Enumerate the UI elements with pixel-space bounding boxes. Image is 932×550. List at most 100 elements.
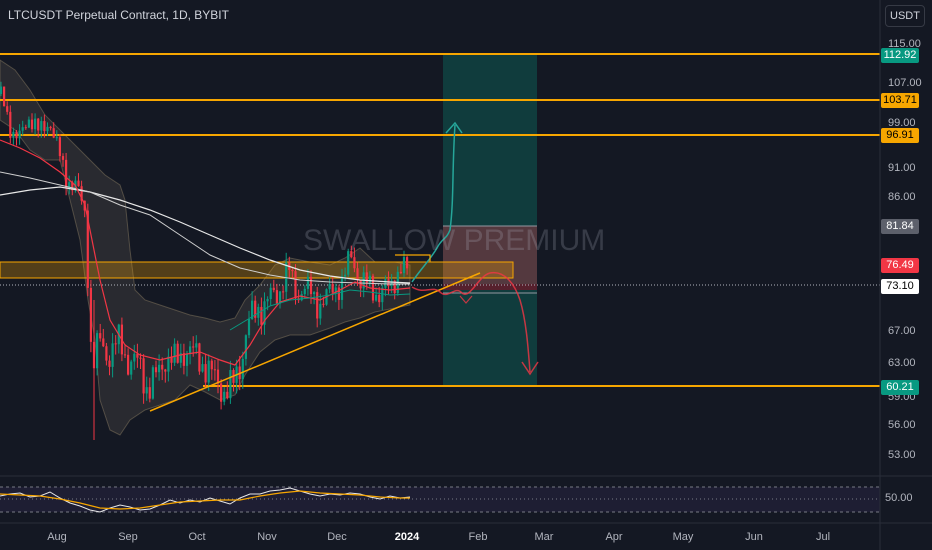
small-down-arrow	[459, 295, 473, 304]
candle-body	[303, 288, 306, 295]
bullish-projection-path	[411, 124, 456, 283]
candle-body	[52, 128, 55, 138]
candle-body	[12, 131, 15, 138]
candle-body	[309, 276, 313, 295]
candle-body	[24, 127, 27, 129]
candle-body	[136, 353, 139, 358]
candle-body	[43, 121, 46, 132]
price-tick-label: 53.00	[888, 449, 916, 461]
candle-body	[229, 370, 232, 399]
candle-body	[406, 257, 409, 269]
candle-body	[27, 119, 30, 128]
price-tag[interactable]: 96.91	[881, 128, 919, 144]
candle-body	[99, 333, 102, 339]
currency-button[interactable]: USDT	[885, 5, 925, 27]
resistance-zone[interactable]	[0, 261, 514, 279]
candle-body	[278, 291, 282, 304]
candle-body	[319, 303, 322, 319]
candle-body	[272, 287, 275, 291]
candle-body	[139, 357, 142, 359]
price-tick-label: 115.00	[888, 38, 921, 50]
bearish-projection-path	[411, 271, 531, 373]
time-tick-label: Nov	[257, 531, 277, 543]
price-tag[interactable]: 60.21	[881, 380, 919, 396]
candle-body	[6, 106, 9, 112]
candle-body	[46, 126, 49, 132]
rsi-signal-line	[0, 490, 410, 510]
long-target-zone	[443, 55, 537, 284]
candle-body	[61, 156, 65, 160]
candle-body	[356, 268, 359, 280]
candle-body	[247, 318, 251, 336]
candle-body	[387, 279, 390, 287]
candle-body	[158, 364, 161, 373]
candle-body	[185, 353, 189, 366]
candle-body	[189, 346, 192, 354]
moving-average-50	[229, 289, 411, 331]
candle-body	[49, 126, 52, 129]
time-tick-label: Feb	[468, 531, 488, 543]
price-tag[interactable]: 103.71	[881, 92, 919, 108]
price-tag[interactable]: 73.10	[881, 278, 919, 294]
candle-body	[393, 280, 396, 294]
time-tick-label: Jun	[745, 531, 763, 543]
price-tag[interactable]: 81.84	[881, 218, 919, 234]
time-tick-label: Mar	[534, 531, 554, 543]
candle-body	[127, 354, 130, 375]
candle-body	[244, 335, 247, 359]
candle-body	[316, 292, 319, 319]
candle-body	[164, 369, 167, 372]
candle-body	[344, 274, 347, 277]
price-tick-label: 56.00	[888, 419, 916, 431]
time-tick-label: 2024	[394, 531, 420, 543]
candle-body	[340, 276, 344, 300]
candle-body	[170, 356, 173, 363]
time-tick-label: Sep	[118, 531, 138, 543]
candle-body	[350, 251, 353, 258]
candle-body	[251, 300, 254, 319]
price-tag[interactable]: 76.49	[881, 257, 919, 273]
candle-body	[226, 391, 229, 399]
candle-body	[179, 353, 182, 363]
candle-body	[353, 257, 356, 269]
price-tag[interactable]: 112.92	[881, 47, 919, 63]
candle-body	[300, 294, 303, 301]
candle-body	[294, 271, 297, 299]
time-tick-label: Dec	[327, 531, 347, 543]
candle-body	[0, 86, 3, 94]
price-tick-label: 107.00	[888, 77, 922, 89]
candle-body	[291, 269, 294, 272]
long-stop-zone	[443, 226, 537, 290]
candle-body	[21, 127, 24, 131]
candle-body	[15, 131, 18, 139]
candle-body	[192, 346, 195, 348]
candle-body	[176, 343, 179, 363]
time-tick-label: Aug	[47, 531, 67, 543]
candle-body	[130, 361, 133, 375]
candle-body	[151, 367, 154, 399]
candle-body	[142, 358, 145, 394]
candle-body	[266, 299, 269, 302]
candle-body	[328, 284, 331, 290]
candle-body	[167, 356, 170, 372]
candle-body	[198, 343, 201, 372]
candle-body	[213, 369, 216, 371]
candle-body	[65, 159, 68, 188]
time-tick-label: Apr	[605, 531, 623, 543]
candle-body	[201, 364, 204, 372]
candle-body	[334, 287, 337, 293]
time-tick-label: Oct	[188, 531, 206, 543]
candle-body	[375, 294, 378, 301]
chart-title[interactable]: LTCUSDT Perpetual Contract, 1D, BYBIT	[8, 8, 229, 22]
candle-body	[96, 333, 99, 369]
candle-body	[37, 118, 40, 131]
candle-body	[210, 360, 213, 370]
candle-body	[111, 343, 114, 367]
candle-body	[148, 387, 151, 399]
candle-body	[207, 360, 210, 383]
candle-body	[269, 287, 272, 300]
time-tick-label: May	[672, 531, 694, 543]
ascending-trendline[interactable]	[149, 272, 481, 412]
candle-body	[399, 271, 402, 274]
